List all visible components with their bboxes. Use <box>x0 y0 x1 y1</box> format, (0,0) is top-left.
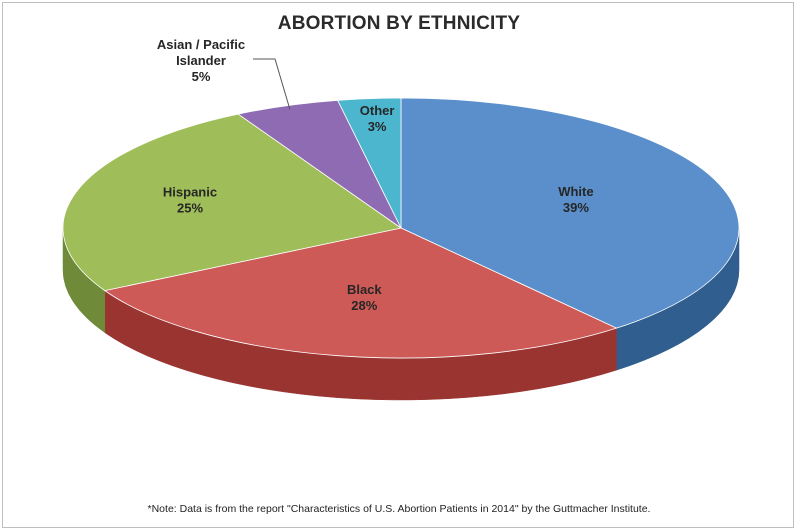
slice-black <box>103 227 618 359</box>
slice-other <box>337 97 402 229</box>
leader-line-asian-pacific-islander <box>253 58 291 110</box>
slice-hispanic <box>62 113 402 292</box>
slice-white <box>400 97 740 329</box>
pie-slices <box>62 97 740 359</box>
leader-lines <box>253 58 291 110</box>
chart-title: ABORTION BY ETHNICITY <box>277 13 521 34</box>
slice-label-asian-pacific-islander: Asian / Pacific Islander 5% <box>157 37 245 84</box>
slice-label-hispanic: Hispanic 25% <box>163 184 217 215</box>
slice-label-black: Black 28% <box>347 282 382 313</box>
slice-labels: White 39% Black 28% Hispanic 25% Asian / Pacif… <box>157 37 594 313</box>
slice-label-other: Other 3% <box>360 103 395 134</box>
source-note: *Note: Data is from the report "Characte… <box>147 503 651 515</box>
slice-label-white: White 39% <box>558 184 593 215</box>
pie-chart: White 39% Black 28% Hispanic 25% Asian / Pacif… <box>62 37 740 401</box>
